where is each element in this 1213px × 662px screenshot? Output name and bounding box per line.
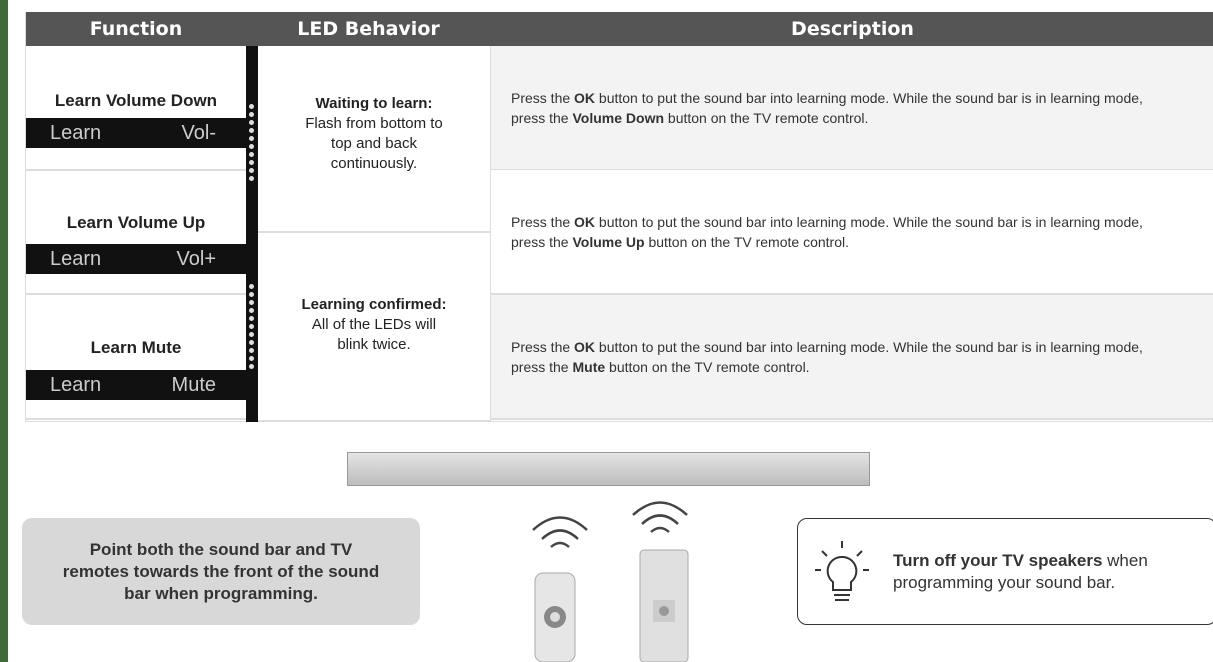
description-part: Mute — [572, 358, 606, 375]
description-part: Volume Down — [572, 109, 665, 126]
remotes-illustration — [532, 501, 689, 662]
led-dot — [249, 176, 254, 181]
led-dot — [249, 112, 254, 117]
description-part: Press the — [511, 338, 575, 355]
led-dot — [249, 144, 254, 149]
tip-text: when programming your sound bar. — [893, 550, 1148, 592]
function-label: Learn Volume Down — [54, 91, 218, 110]
description-cell: Press the OK button to put the sound bar… — [491, 295, 1213, 420]
led-dot — [249, 284, 254, 289]
led-title: Learning confirmed: — [301, 296, 447, 313]
led-dot — [249, 292, 254, 297]
description: Press the OK button to put the sound bar… — [511, 337, 1174, 377]
function-label: Learn Mute — [90, 338, 182, 357]
description-part: button to put the sound bar into learnin… — [511, 338, 1143, 375]
led-cell: Learning confirmed: All of the LEDs will … — [258, 233, 491, 422]
display-text: Learn — [50, 373, 102, 396]
display-text: Vol+ — [176, 247, 216, 270]
led-text: All of the LEDs will blink twice. — [311, 316, 437, 353]
note: Point both the sound bar and TV remotes … — [62, 539, 380, 603]
description-cell: Press the OK button to put the sound bar… — [491, 46, 1213, 171]
led-dot — [249, 340, 254, 345]
led-strip — [246, 46, 258, 422]
display-readout: Learn Vol+ — [26, 244, 246, 274]
description: Press the OK button to put the sound bar… — [511, 212, 1174, 252]
led-dot — [249, 120, 254, 125]
led-dot — [249, 168, 254, 173]
function-cell: Learn Mute Learn Mute — [26, 295, 246, 420]
led-text: Flash from bottom to top and back contin… — [305, 115, 443, 172]
function-label: Learn Volume Up — [66, 213, 206, 232]
led-dot — [249, 348, 254, 353]
description-part: Press the — [511, 89, 575, 106]
display-text: Learn — [50, 121, 102, 144]
description-part: button on the TV remote control. — [605, 358, 810, 375]
led-dot — [249, 364, 254, 369]
display-readout: Learn Mute — [26, 370, 246, 400]
description: Press the OK button to put the sound bar… — [511, 88, 1174, 128]
description-part: OK — [574, 338, 596, 355]
description-part: OK — [574, 89, 596, 106]
display-readout: Learn Vol- — [26, 118, 246, 148]
led-dot — [249, 136, 254, 141]
led-dot — [249, 300, 254, 305]
description-part: Press the — [511, 213, 575, 230]
description-part: Volume Up — [572, 233, 645, 250]
description-part: button to put the sound bar into learnin… — [511, 213, 1143, 250]
display-text: Vol- — [181, 121, 216, 144]
side-bar — [0, 0, 8, 662]
function-cell: Learn Volume Up Learn Vol+ — [26, 170, 246, 295]
led-cell: Waiting to learn: Flash from bottom to to… — [258, 46, 491, 233]
bulb-icon — [815, 541, 869, 601]
led-dot — [249, 324, 254, 329]
led-dot — [249, 104, 254, 109]
column-header: LED Behavior — [246, 12, 491, 46]
led-title: Waiting to learn: — [315, 95, 433, 112]
description-part: button to put the sound bar into learnin… — [511, 89, 1143, 126]
led-dot — [249, 160, 254, 165]
description-cell: Press the OK button to put the sound bar… — [491, 170, 1213, 295]
tip-bold: Turn off your TV speakers — [893, 550, 1103, 570]
description-part: button on the TV remote control. — [664, 109, 869, 126]
description-part: OK — [574, 213, 596, 230]
display-text: Mute — [171, 373, 216, 396]
led-dot — [249, 308, 254, 313]
led-dot — [249, 332, 254, 337]
tip-box: Turn off your TV speakers when programmi… — [797, 518, 1213, 625]
column-header: Description — [491, 12, 1213, 46]
table: Function LED Behavior Description Learn Vol… — [25, 12, 1213, 422]
sound-bar — [347, 452, 870, 486]
tip: Turn off your TV speakers when programmi… — [893, 550, 1196, 594]
description-part: button on the TV remote control. — [644, 233, 849, 250]
function-cell: Learn Volume Down Learn Vol- — [26, 46, 246, 171]
led-dot — [249, 152, 254, 157]
led-dot — [249, 316, 254, 321]
note-box: Point both the sound bar and TV remotes … — [22, 518, 420, 625]
display-text: Learn — [50, 247, 102, 270]
led-dot — [249, 128, 254, 133]
led-dot — [249, 356, 254, 361]
column-header: Function — [26, 12, 246, 46]
